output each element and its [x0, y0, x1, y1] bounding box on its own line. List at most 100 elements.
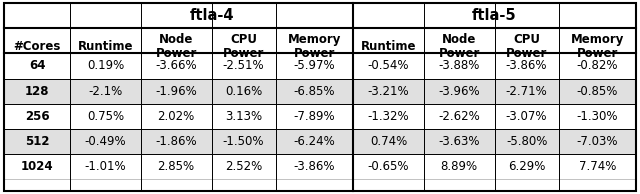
Text: -3.07%: -3.07% — [506, 110, 547, 123]
Text: 64: 64 — [29, 60, 45, 73]
Text: -3.96%: -3.96% — [438, 85, 480, 98]
Text: -0.82%: -0.82% — [577, 60, 618, 73]
Text: 0.16%: 0.16% — [225, 85, 262, 98]
Bar — [4, 129, 70, 154]
Bar — [141, 104, 212, 129]
Bar — [424, 104, 495, 129]
Text: -7.03%: -7.03% — [577, 135, 618, 148]
Text: Runtime: Runtime — [77, 40, 133, 53]
Bar — [70, 53, 141, 79]
Bar — [276, 154, 353, 179]
Bar — [70, 28, 141, 65]
Bar — [276, 129, 353, 154]
Bar — [424, 79, 495, 104]
Text: 3.13%: 3.13% — [225, 110, 262, 123]
Bar — [276, 28, 353, 65]
Bar — [4, 104, 70, 129]
Bar — [559, 53, 636, 79]
Text: Memory
Power: Memory Power — [571, 33, 624, 60]
Text: -2.71%: -2.71% — [506, 85, 547, 98]
Text: -0.85%: -0.85% — [577, 85, 618, 98]
Bar — [559, 28, 636, 65]
Text: #Cores: #Cores — [13, 40, 61, 53]
Bar — [276, 104, 353, 129]
Text: 128: 128 — [25, 85, 49, 98]
Text: -3.86%: -3.86% — [506, 60, 547, 73]
Text: Runtime: Runtime — [360, 40, 416, 53]
Text: -1.32%: -1.32% — [367, 110, 409, 123]
Bar — [141, 28, 212, 65]
Bar — [353, 79, 424, 104]
Bar — [353, 129, 424, 154]
Text: -0.49%: -0.49% — [84, 135, 126, 148]
Bar — [559, 104, 636, 129]
Bar — [495, 79, 559, 104]
Text: -7.89%: -7.89% — [294, 110, 335, 123]
Text: 8.89%: 8.89% — [440, 160, 477, 173]
Text: -1.50%: -1.50% — [223, 135, 264, 148]
Bar — [559, 154, 636, 179]
Text: 1024: 1024 — [20, 160, 53, 173]
Bar — [559, 129, 636, 154]
Bar — [353, 28, 424, 65]
Text: 256: 256 — [25, 110, 49, 123]
Text: ftla-4: ftla-4 — [189, 8, 234, 23]
Bar — [424, 53, 495, 79]
Text: -2.51%: -2.51% — [223, 60, 264, 73]
Text: 0.75%: 0.75% — [87, 110, 124, 123]
Text: CPU
Power: CPU Power — [223, 33, 264, 60]
Text: Node
Power: Node Power — [156, 33, 197, 60]
Bar — [70, 104, 141, 129]
Text: -1.96%: -1.96% — [156, 85, 197, 98]
Text: 6.29%: 6.29% — [508, 160, 545, 173]
Bar — [495, 104, 559, 129]
Text: ftla-5: ftla-5 — [472, 8, 517, 23]
Bar — [212, 129, 276, 154]
Bar — [4, 79, 70, 104]
Text: 0.19%: 0.19% — [87, 60, 124, 73]
Text: 2.52%: 2.52% — [225, 160, 262, 173]
Text: -2.1%: -2.1% — [88, 85, 122, 98]
Bar — [4, 3, 70, 28]
Text: -0.54%: -0.54% — [367, 60, 409, 73]
Text: -5.80%: -5.80% — [506, 135, 547, 148]
Text: -3.63%: -3.63% — [438, 135, 480, 148]
Bar — [495, 28, 559, 65]
Bar — [212, 79, 276, 104]
Bar — [141, 79, 212, 104]
Bar — [141, 129, 212, 154]
Bar — [70, 154, 141, 179]
Bar — [495, 129, 559, 154]
Text: -2.62%: -2.62% — [438, 110, 480, 123]
Bar — [353, 154, 424, 179]
Bar — [424, 154, 495, 179]
Bar — [276, 53, 353, 79]
Text: 0.74%: 0.74% — [370, 135, 407, 148]
Bar — [70, 79, 141, 104]
Bar — [495, 154, 559, 179]
Text: -3.21%: -3.21% — [367, 85, 409, 98]
Bar — [4, 154, 70, 179]
Text: -1.86%: -1.86% — [156, 135, 197, 148]
Text: -6.24%: -6.24% — [294, 135, 335, 148]
Bar — [424, 28, 495, 65]
Bar — [212, 53, 276, 79]
Bar — [141, 154, 212, 179]
Bar — [559, 79, 636, 104]
Bar — [70, 3, 353, 28]
Text: 512: 512 — [25, 135, 49, 148]
Text: -1.30%: -1.30% — [577, 110, 618, 123]
Text: -6.85%: -6.85% — [294, 85, 335, 98]
Text: -0.65%: -0.65% — [367, 160, 409, 173]
Text: -1.01%: -1.01% — [84, 160, 126, 173]
Text: Memory
Power: Memory Power — [287, 33, 341, 60]
Text: 2.02%: 2.02% — [157, 110, 195, 123]
Bar — [495, 53, 559, 79]
Bar — [353, 104, 424, 129]
Text: 7.74%: 7.74% — [579, 160, 616, 173]
Text: CPU
Power: CPU Power — [506, 33, 547, 60]
Bar — [70, 129, 141, 154]
Bar — [353, 53, 424, 79]
Bar — [276, 79, 353, 104]
Bar — [4, 53, 70, 79]
